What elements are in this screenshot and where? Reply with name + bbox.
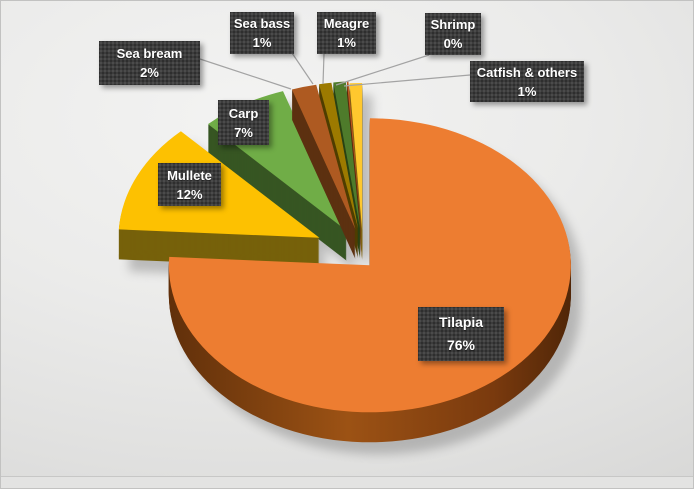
leader-line-shrimp (335, 54, 430, 86)
pie-slice-shrimp[interactable] (346, 81, 361, 229)
data-label-value: 2% (140, 65, 159, 80)
data-label-value: 12% (176, 186, 203, 202)
leader-line-catfish-others (343, 74, 471, 87)
pie-slice-side-shrimp (346, 91, 361, 239)
pie-slice-side-meagre (333, 90, 360, 238)
data-label-category: Carp (228, 105, 259, 121)
bottom-divider (1, 476, 693, 488)
pie-slice-side-shrimp (346, 82, 361, 230)
pie-slice-side-meagre (333, 89, 360, 237)
data-label-category: Tilapia (438, 314, 484, 330)
data-label-category: Shrimp (430, 17, 476, 32)
data-label-category: Mullete (167, 167, 212, 183)
leader-line-sea-bream (199, 58, 292, 90)
data-label-shrimp[interactable]: Shrimp 0% (425, 13, 481, 55)
pie-slice-sea-bream[interactable] (291, 84, 356, 229)
data-label-sea-bass[interactable]: Sea bass 1% (230, 12, 294, 54)
pie-slice-side-meagre (333, 82, 360, 230)
data-label-category: Catfish & others (476, 64, 578, 80)
pie-slice-catfish-others[interactable] (349, 83, 363, 230)
pie-slice-side-meagre (333, 85, 360, 233)
pie-slice-side-meagre (333, 83, 360, 231)
pie-slice-sea-bass[interactable] (319, 82, 359, 229)
data-label-catfish-others[interactable]: Catfish & others 1% (470, 61, 584, 102)
pie-slice-side-shrimp (346, 85, 361, 233)
pie-slice-side-meagre (333, 88, 360, 236)
pie-slice-side-meagre (333, 91, 360, 239)
pie-slice-side-shrimp (346, 90, 361, 238)
pie-slice-side-meagre (333, 84, 360, 232)
data-label-value: 0% (443, 36, 463, 51)
pie-slice-side-meagre (333, 86, 360, 234)
pie-slice-side-meagre (333, 87, 360, 235)
pie-slice-meagre[interactable] (333, 81, 360, 229)
pie-slice-side-shrimp (346, 83, 361, 231)
pie-slice-side-shrimp (346, 86, 361, 234)
data-label-category: Sea bream (116, 46, 183, 61)
data-label-value: 1% (517, 83, 537, 99)
pie-slice-side-shrimp (346, 89, 361, 237)
data-label-value: 1% (252, 35, 272, 50)
data-label-meagre[interactable]: Meagre 1% (317, 12, 376, 54)
data-label-value: 7% (234, 124, 253, 140)
pie-slice-side-shrimp (346, 88, 361, 236)
pie-slice-group-sea-bream (291, 84, 356, 259)
data-label-mullete[interactable]: Mullete 12% (158, 163, 221, 206)
data-label-value: 76% (446, 337, 476, 353)
data-label-category: Meagre (323, 16, 370, 31)
pie-slice-side-shrimp (346, 84, 361, 232)
data-label-value: 1% (337, 35, 356, 50)
data-label-tilapia[interactable]: Tilapia 76% (418, 307, 504, 361)
pie-slice-side-shrimp (346, 87, 361, 235)
data-label-category: Sea bass (233, 16, 291, 31)
data-label-carp[interactable]: Carp 7% (218, 100, 269, 145)
leader-line-meagre (322, 53, 325, 85)
data-label-sea-bream[interactable]: Sea bream 2% (99, 41, 200, 85)
leader-line-sea-bass (291, 52, 314, 85)
